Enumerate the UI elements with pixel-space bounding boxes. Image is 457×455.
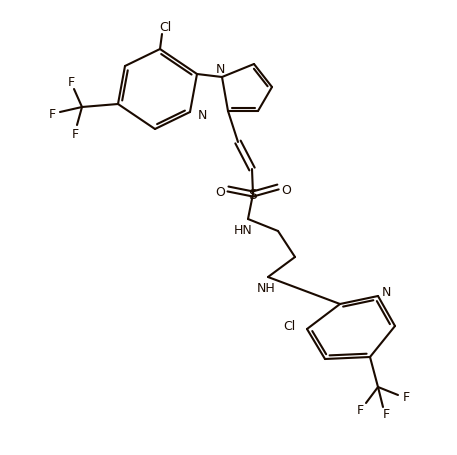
Text: O: O	[215, 185, 225, 198]
Text: F: F	[356, 404, 364, 417]
Text: F: F	[68, 76, 74, 88]
Text: F: F	[71, 127, 79, 140]
Text: F: F	[403, 391, 409, 404]
Text: N: N	[197, 108, 207, 121]
Text: NH: NH	[257, 281, 276, 294]
Text: Cl: Cl	[283, 320, 295, 333]
Text: HN: HN	[234, 223, 252, 236]
Text: O: O	[281, 183, 291, 196]
Text: Cl: Cl	[159, 20, 171, 33]
Text: F: F	[383, 408, 389, 420]
Text: S: S	[249, 187, 257, 202]
Text: N: N	[215, 62, 225, 76]
Text: F: F	[48, 107, 56, 120]
Text: N: N	[381, 285, 391, 298]
